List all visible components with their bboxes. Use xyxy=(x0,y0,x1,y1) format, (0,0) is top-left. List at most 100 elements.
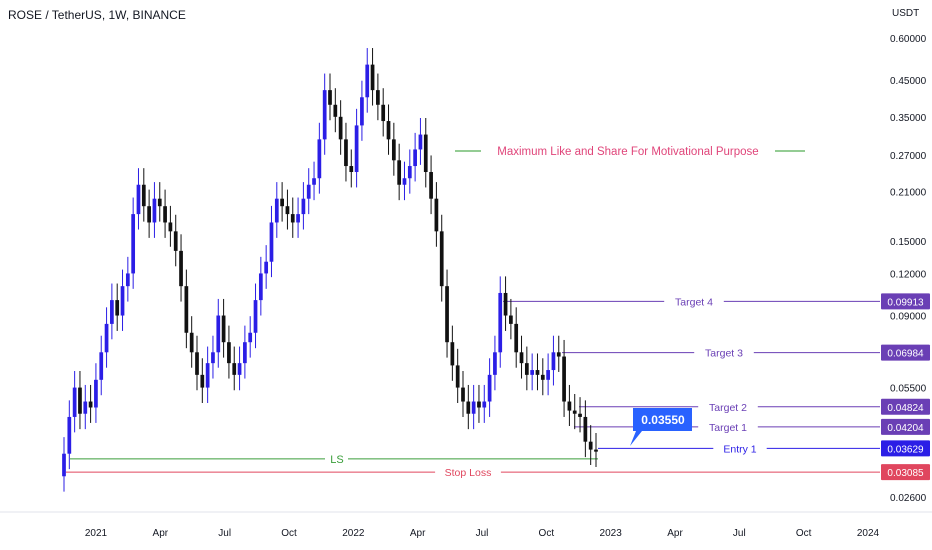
candle-body xyxy=(519,352,524,364)
price-badge-label: 0.06984 xyxy=(887,349,924,360)
candle-body xyxy=(429,172,433,199)
price-badge xyxy=(881,344,930,361)
candle-body xyxy=(216,315,221,353)
candle-body xyxy=(530,370,535,375)
y-tick-label: 0.35000 xyxy=(890,113,927,124)
price-badge xyxy=(881,293,930,310)
ls-label: LS xyxy=(330,454,343,466)
candle-body xyxy=(189,332,194,353)
candle-body xyxy=(354,125,359,173)
x-tick-label: Apr xyxy=(667,528,683,539)
candle-body xyxy=(147,206,151,223)
candle-body xyxy=(344,139,348,167)
candle-body xyxy=(397,160,402,185)
y-tick-label: 0.09000 xyxy=(890,312,927,323)
price-badge-label: 0.03629 xyxy=(887,444,924,455)
annotation-text: Maximum Like and Share For Motivational … xyxy=(497,146,758,158)
callout-label: 0.03550 xyxy=(641,413,685,427)
candle-body xyxy=(455,365,460,388)
candle-body xyxy=(120,286,125,316)
candle-body xyxy=(280,198,284,207)
candle-body xyxy=(237,363,242,375)
candle-body xyxy=(328,90,332,105)
price-badge-label: 0.09913 xyxy=(887,297,924,308)
candle-body xyxy=(94,379,98,408)
candle-body xyxy=(370,64,375,91)
x-tick-label: Jul xyxy=(733,528,746,539)
candle-body xyxy=(391,139,396,161)
candle-body xyxy=(173,231,178,251)
candle-body xyxy=(322,90,327,140)
level-label: Entry 1 xyxy=(723,443,756,455)
candle-body xyxy=(572,410,577,414)
candle-body xyxy=(509,315,513,324)
candle-body xyxy=(498,292,503,353)
candle-body xyxy=(243,342,247,364)
candle-body xyxy=(221,315,226,343)
candle-body xyxy=(333,104,338,117)
candle-body xyxy=(461,387,465,402)
x-tick-label: Jul xyxy=(476,528,489,539)
candle-body xyxy=(445,286,449,343)
x-tick-label: 2024 xyxy=(857,528,880,539)
level-label: Target 1 xyxy=(709,422,747,434)
candle-body xyxy=(83,401,88,414)
candle-body xyxy=(407,166,412,179)
candle-body xyxy=(338,116,343,140)
candle-body xyxy=(487,374,492,402)
x-tick-label: 2021 xyxy=(85,528,108,539)
candle-body xyxy=(556,352,561,357)
x-tick-label: Jul xyxy=(218,528,231,539)
candle-body xyxy=(588,441,593,450)
candle-body xyxy=(567,401,572,411)
y-tick-label: 0.05500 xyxy=(890,384,927,395)
y-tick-label: 0.21000 xyxy=(890,188,927,199)
candle-body xyxy=(136,184,141,215)
y-tick-label: 0.12000 xyxy=(890,269,927,280)
candle-body xyxy=(67,416,72,454)
candle-body xyxy=(227,342,231,364)
candle-body xyxy=(163,206,167,223)
level-label: Target 3 xyxy=(705,348,743,360)
candle-body xyxy=(578,413,582,417)
candle-body xyxy=(62,453,66,477)
level-label: Target 2 xyxy=(709,402,747,414)
level-label: Target 4 xyxy=(675,296,713,308)
level-label-bg xyxy=(664,294,724,309)
candle-body xyxy=(72,387,77,417)
candle-body xyxy=(248,332,253,343)
candle-body xyxy=(365,64,370,98)
candle-body xyxy=(594,449,598,452)
candle-body xyxy=(381,104,386,122)
candle-body xyxy=(285,206,290,215)
price-badge xyxy=(881,464,930,481)
price-badge xyxy=(881,418,930,435)
candle-body xyxy=(157,198,162,207)
candle-body xyxy=(274,198,279,223)
candle-body xyxy=(141,184,146,207)
candle-body xyxy=(402,178,407,185)
candle-body xyxy=(99,352,104,380)
candle-body xyxy=(200,374,205,388)
candle-body xyxy=(88,401,93,408)
candle-body xyxy=(211,352,215,364)
x-tick-label: Apr xyxy=(410,528,426,539)
candle-body xyxy=(78,387,82,414)
candle-body xyxy=(376,90,380,105)
candle-body xyxy=(312,178,316,185)
candle-body xyxy=(104,323,109,353)
price-badge xyxy=(881,440,930,457)
price-badge-label: 0.04824 xyxy=(887,403,924,414)
candle-body xyxy=(524,363,529,375)
candle-body xyxy=(184,286,189,333)
x-tick-label: 2022 xyxy=(342,528,365,539)
candle-body xyxy=(152,198,157,223)
price-badge-label: 0.03085 xyxy=(887,468,924,479)
x-tick-label: Oct xyxy=(539,528,555,539)
y-tick-label: 0.60000 xyxy=(890,34,927,45)
y-tick-label: 0.02600 xyxy=(890,493,927,504)
level-label-bg xyxy=(698,419,758,434)
page-title: ROSE / TetherUS, 1W, BINANCE xyxy=(8,8,186,22)
